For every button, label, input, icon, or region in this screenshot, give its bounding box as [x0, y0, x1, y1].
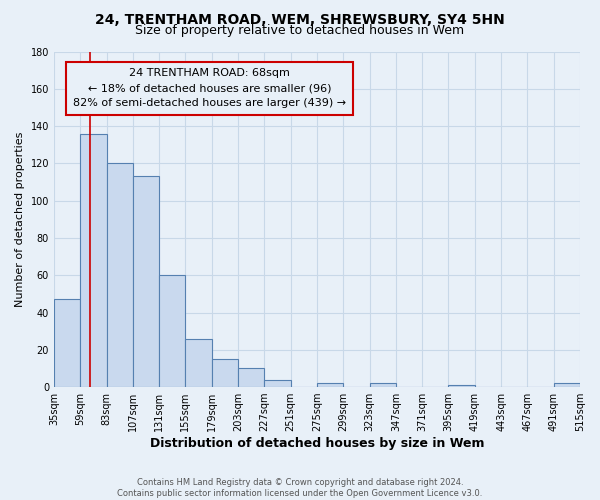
Bar: [212, 359, 238, 387]
Text: Contains HM Land Registry data © Crown copyright and database right 2024.
Contai: Contains HM Land Registry data © Crown c…: [118, 478, 482, 498]
Bar: [133, 176, 159, 387]
X-axis label: Distribution of detached houses by size in Wem: Distribution of detached houses by size …: [150, 437, 484, 450]
Bar: [54, 300, 80, 387]
Bar: [554, 384, 580, 387]
Text: 24 TRENTHAM ROAD: 68sqm
← 18% of detached houses are smaller (96)
82% of semi-de: 24 TRENTHAM ROAD: 68sqm ← 18% of detache…: [73, 68, 346, 108]
Bar: [159, 275, 185, 387]
Bar: [317, 384, 343, 387]
Text: Size of property relative to detached houses in Wem: Size of property relative to detached ho…: [136, 24, 464, 37]
Bar: [265, 380, 290, 387]
Text: 24, TRENTHAM ROAD, WEM, SHREWSBURY, SY4 5HN: 24, TRENTHAM ROAD, WEM, SHREWSBURY, SY4 …: [95, 12, 505, 26]
Bar: [370, 384, 396, 387]
Bar: [107, 164, 133, 387]
Bar: [80, 134, 107, 387]
Bar: [238, 368, 265, 387]
Bar: [185, 338, 212, 387]
Y-axis label: Number of detached properties: Number of detached properties: [15, 132, 25, 307]
Bar: [448, 385, 475, 387]
